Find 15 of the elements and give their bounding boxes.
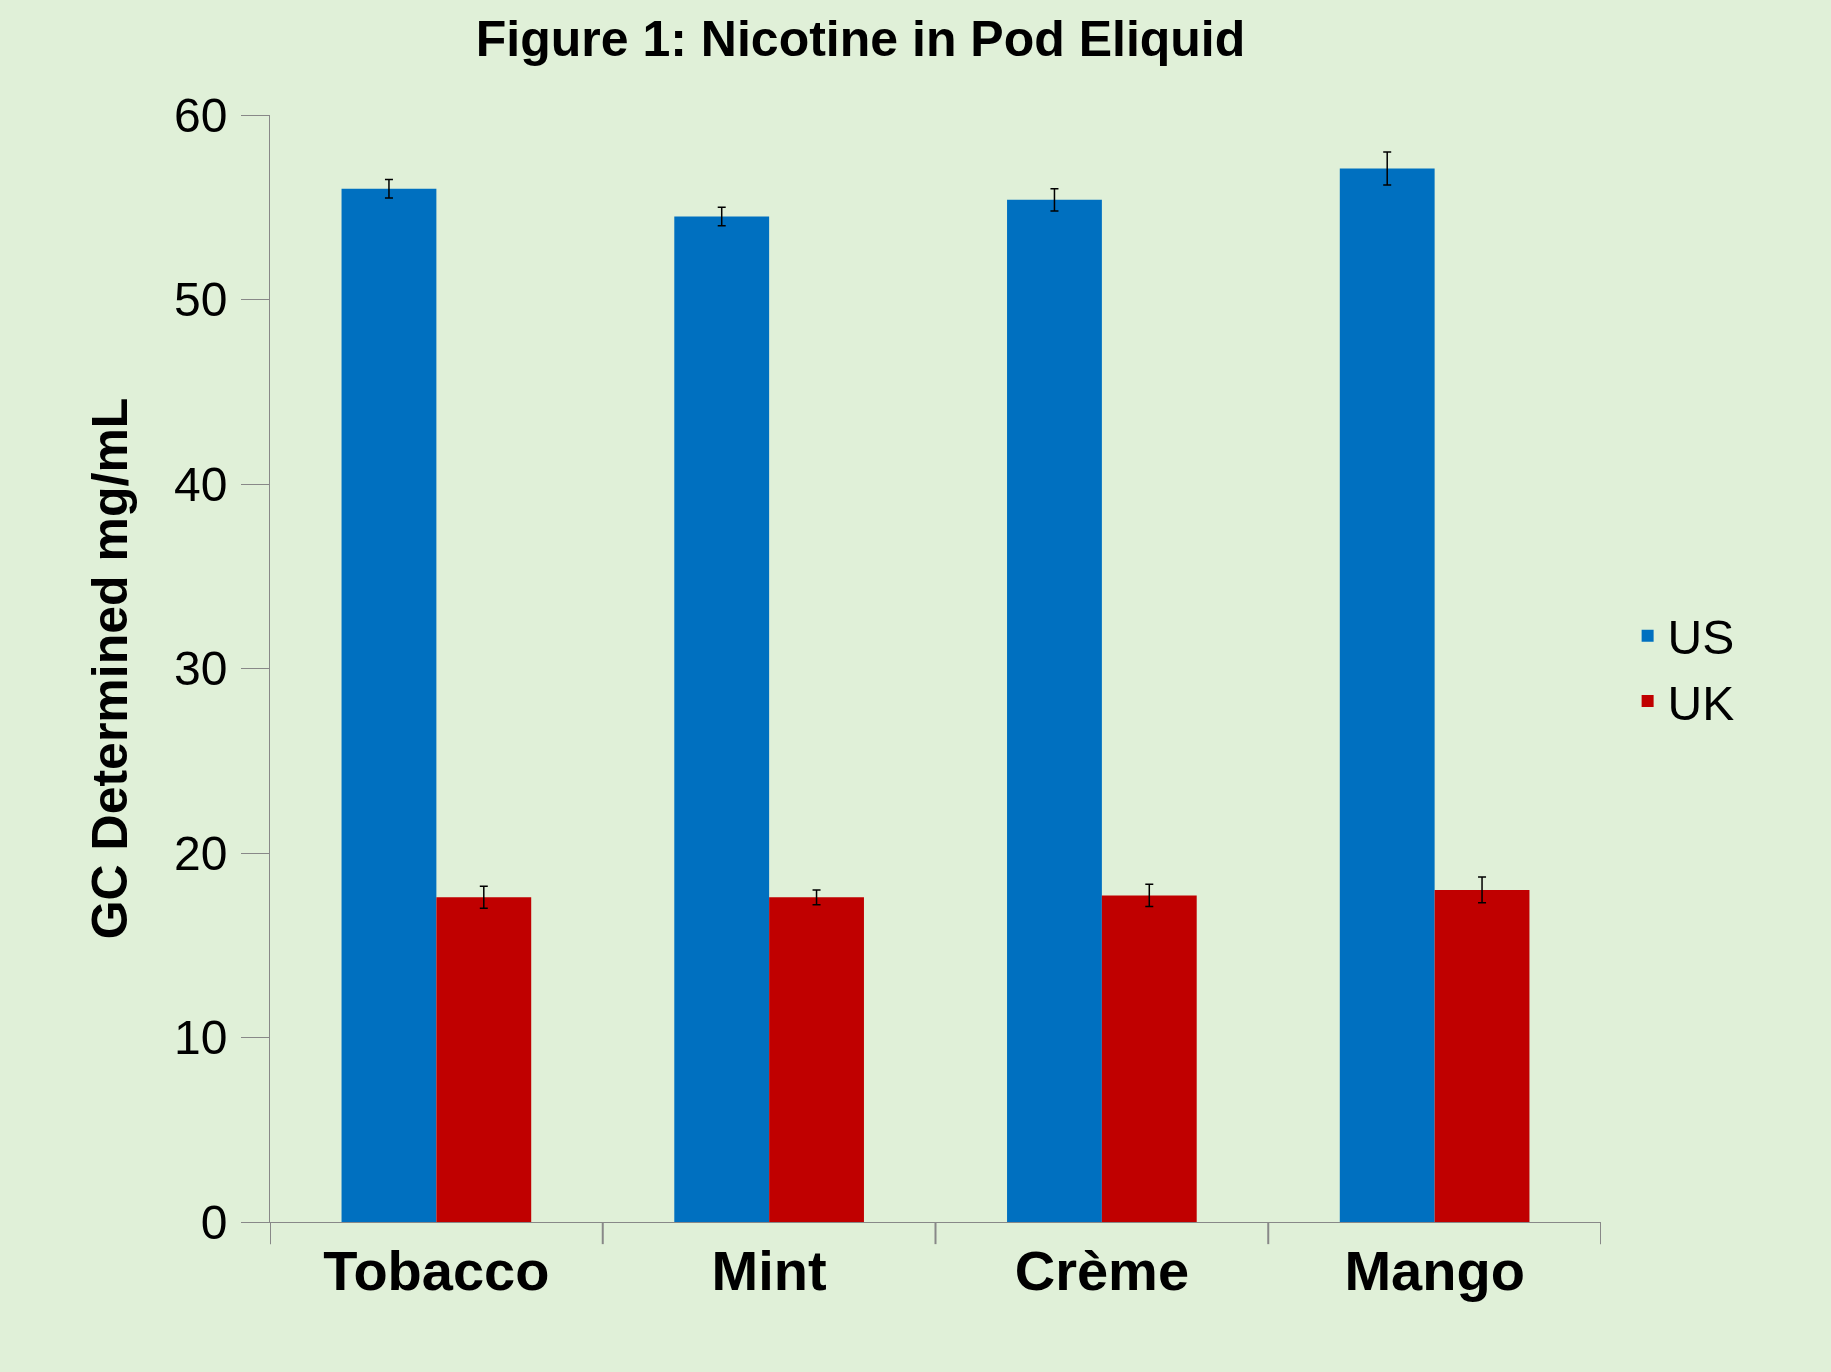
y-axis-title: GC Determined mg/mL	[82, 397, 139, 940]
legend-label: US	[1667, 611, 1735, 665]
y-tick-label: 0	[200, 1195, 228, 1249]
x-tick-label: Mint	[711, 1239, 827, 1303]
y-tick-label: 40	[174, 457, 228, 511]
y-tick-label: 10	[174, 1011, 228, 1065]
y-tick-label: 30	[174, 642, 228, 696]
x-tick-label: Tobacco	[323, 1239, 550, 1303]
legend-label: UK	[1667, 676, 1735, 730]
x-tick-label: Crème	[1014, 1239, 1190, 1303]
y-tick-label: 50	[174, 273, 228, 327]
y-tick-label: 60	[174, 88, 228, 142]
x-tick-label: Mango	[1344, 1239, 1525, 1303]
chart-title: Figure 1: Nicotine in Pod Eliquid	[475, 10, 1246, 67]
y-tick-label: 20	[174, 826, 228, 880]
